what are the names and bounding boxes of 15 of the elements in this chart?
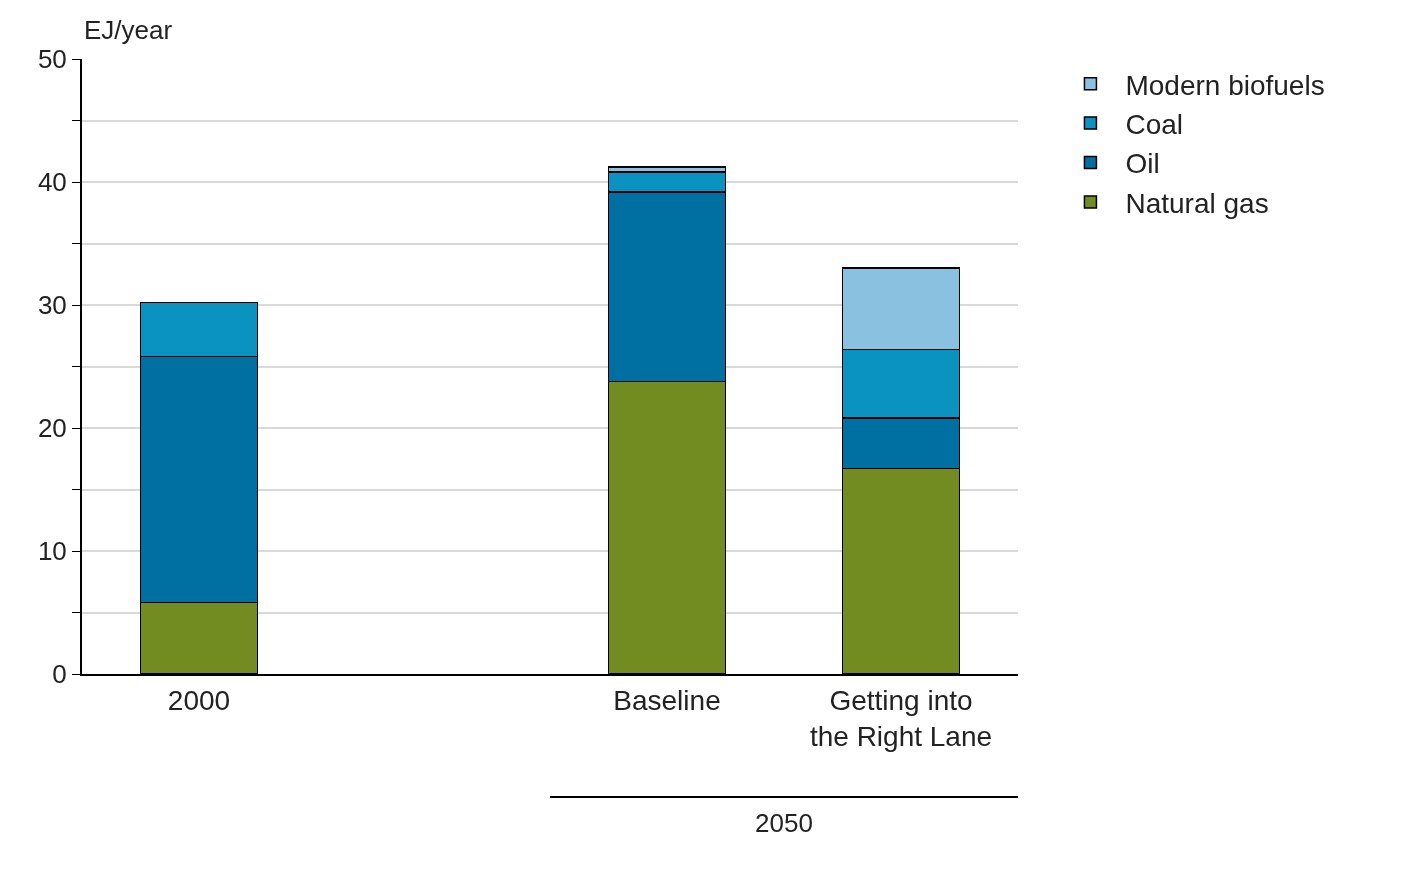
y-tick-label: 20 (37, 413, 67, 444)
legend-label: Oil (1125, 148, 1160, 180)
legend-label: Natural gas (1125, 187, 1269, 219)
y-tick-label: 10 (37, 536, 67, 567)
text: 2050 (755, 808, 813, 838)
x-tick-label: 2000 (167, 684, 231, 716)
y-tick-label: 40 (37, 167, 67, 198)
y-tick-label: 50 (37, 44, 67, 75)
legend-label: Coal (1125, 109, 1184, 141)
y-axis-title: EJ/year (84, 15, 173, 45)
y-tick-label: 30 (37, 290, 67, 321)
y-tick-label: 0 (52, 659, 67, 690)
x-tick-label: Getting into the Right Lane (809, 684, 993, 752)
legend-label: Modern biofuels (1125, 69, 1325, 101)
x-tick-label: Baseline (613, 684, 721, 716)
